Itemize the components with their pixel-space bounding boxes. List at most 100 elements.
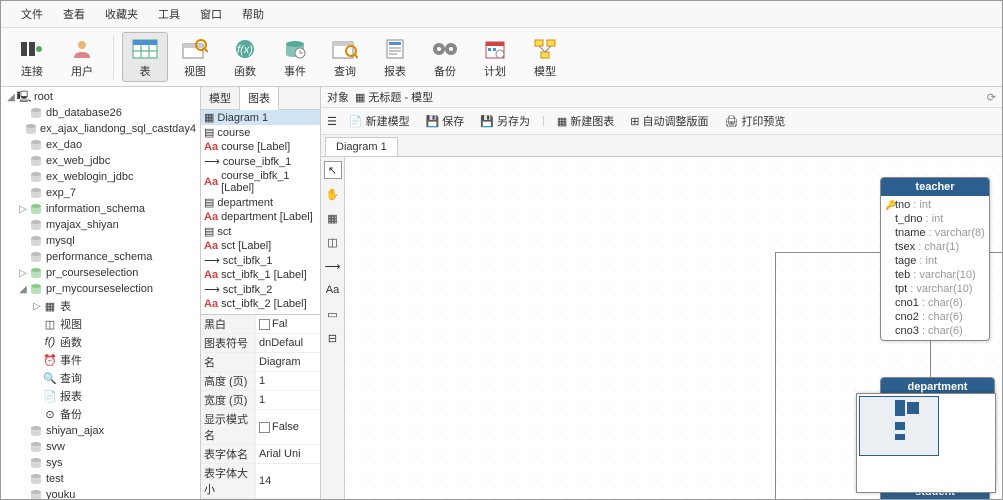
menu-tools[interactable]: 工具	[148, 3, 190, 25]
tree-db[interactable]: ex_ajax_liandong_sql_castday4	[3, 121, 198, 137]
calendar-icon	[481, 36, 509, 62]
query-icon	[331, 36, 359, 62]
object-item[interactable]: Aasct_ibfk_2 [Label]	[201, 297, 320, 311]
tab-model[interactable]: 模型	[201, 87, 240, 109]
db-tree[interactable]: ◢🖳root db_database26ex_ajax_liandong_sql…	[1, 87, 201, 499]
tb-connect[interactable]: 连接	[9, 32, 55, 82]
entity-field: tpt: varchar(10)	[881, 282, 989, 296]
tree-db[interactable]: ▷information_schema	[3, 201, 198, 217]
tb-func[interactable]: f(x) 函数	[222, 32, 268, 82]
btn-save[interactable]: 💾 保存	[422, 111, 469, 131]
menu-fav[interactable]: 收藏夹	[95, 3, 148, 25]
database-icon	[29, 234, 43, 248]
minimap[interactable]	[856, 393, 996, 493]
model-small-icon: ▦	[355, 91, 365, 104]
object-item[interactable]: Aasct_ibfk_1 [Label]	[201, 268, 320, 282]
tree-sub-query[interactable]: 🔍查询	[3, 369, 198, 387]
tree-db[interactable]: sys	[3, 455, 198, 471]
database-icon	[29, 154, 43, 168]
tool-label[interactable]: Aa	[324, 281, 342, 299]
tree-db[interactable]: svw	[3, 439, 198, 455]
btn-printprev[interactable]: 🖨 打印预览	[720, 111, 789, 131]
object-item[interactable]: ⟶sct_ibfk_2	[201, 282, 320, 297]
tree-db[interactable]: ex_web_jdbc	[3, 153, 198, 169]
tree-db[interactable]: mysql	[3, 233, 198, 249]
object-item[interactable]: ⟶course_ibfk_1	[201, 154, 320, 169]
tree-root[interactable]: ◢🖳root	[3, 89, 198, 105]
tb-query[interactable]: 查询	[322, 32, 368, 82]
tree-sub-report[interactable]: 📄报表	[3, 387, 198, 405]
object-item[interactable]: ▤course	[201, 125, 320, 140]
database-icon	[29, 424, 43, 438]
object-item[interactable]: ⟶sct_ibfk_1	[201, 253, 320, 268]
diagram-tab[interactable]: Diagram 1	[325, 137, 398, 156]
tool-table[interactable]: ▦	[324, 209, 342, 227]
tool-image[interactable]: ⊟	[324, 329, 342, 347]
tab-untitled[interactable]: ▦ 无标题 - 模型	[355, 89, 433, 105]
btn-new-table[interactable]: ▦ 新建图表	[553, 111, 618, 131]
tree-db[interactable]: ex_dao	[3, 137, 198, 153]
tool-relation[interactable]: ⟶	[324, 257, 342, 275]
entity-header: teacher	[881, 178, 989, 196]
tree-sub-view[interactable]: ◫视图	[3, 315, 198, 333]
object-item[interactable]: ▤sct	[201, 224, 320, 239]
svg-text:f(x): f(x)	[237, 44, 253, 56]
refresh-icon[interactable]: ⟳	[987, 91, 996, 104]
tb-backup[interactable]: 备份	[422, 32, 468, 82]
object-item[interactable]: Aasct [Label]	[201, 239, 320, 253]
entity-field: tsex: char(1)	[881, 240, 989, 254]
plug-icon	[18, 36, 46, 62]
tool-note[interactable]: ▭	[324, 305, 342, 323]
tree-db[interactable]: db_database26	[3, 105, 198, 121]
tree-db[interactable]: ▷pr_courseselection	[3, 265, 198, 281]
property-grid[interactable]: 黑白Fal 图表符号dnDefaul 名Diagram 高度 (页)1 宽度 (…	[201, 314, 320, 499]
btn-autolayout[interactable]: ⊞ 自动调整版面	[626, 111, 712, 131]
tree-db[interactable]: shiyan_ajax	[3, 423, 198, 439]
database-icon	[25, 122, 37, 136]
database-icon	[29, 106, 43, 120]
database-icon	[29, 472, 43, 486]
object-list[interactable]: ▦Diagram 1▤courseAacourse [Label]⟶course…	[201, 110, 320, 314]
menu-icon[interactable]: ☰	[327, 115, 337, 128]
object-item[interactable]: ▦Diagram 1	[201, 110, 320, 125]
tool-view[interactable]: ◫	[324, 233, 342, 251]
object-item[interactable]: Aacourse_ibfk_1 [Label]	[201, 169, 320, 195]
tb-user[interactable]: 用户	[59, 32, 105, 82]
object-item[interactable]: ▤department	[201, 195, 320, 210]
entity-field: tname: varchar(8)	[881, 226, 989, 240]
btn-new-model[interactable]: 📄 新建模型	[345, 111, 414, 131]
menu-window[interactable]: 窗口	[190, 3, 232, 25]
tab-objects[interactable]: 对象	[327, 89, 349, 105]
menu-help[interactable]: 帮助	[232, 3, 274, 25]
entity-teacher[interactable]: teacher 🔑tno: intt_dno: inttname: varcha…	[880, 177, 990, 341]
database-icon	[29, 218, 43, 232]
menu-view[interactable]: 查看	[53, 3, 95, 25]
user-icon	[68, 36, 96, 62]
tb-table[interactable]: 表	[122, 32, 168, 82]
database-icon	[29, 250, 43, 264]
tree-db[interactable]: exp_7	[3, 185, 198, 201]
tree-db[interactable]: myajax_shiyan	[3, 217, 198, 233]
tool-pointer[interactable]: ↖	[324, 161, 342, 179]
tree-db[interactable]: youku	[3, 487, 198, 499]
tb-view[interactable]: 视图	[172, 32, 218, 82]
tb-event[interactable]: 事件	[272, 32, 318, 82]
entity-field: tage: int	[881, 254, 989, 268]
tb-plan[interactable]: 计划	[472, 32, 518, 82]
tree-sub-table[interactable]: ▷▦表	[3, 297, 198, 315]
tab-chart[interactable]: 图表	[240, 87, 279, 110]
btn-saveas[interactable]: 💾 另存为	[476, 111, 534, 131]
object-item[interactable]: Aadepartment [Label]	[201, 210, 320, 224]
tree-db[interactable]: test	[3, 471, 198, 487]
tb-report[interactable]: 报表	[372, 32, 418, 82]
tree-db[interactable]: performance_schema	[3, 249, 198, 265]
object-item[interactable]: Aacourse [Label]	[201, 140, 320, 154]
tree-sub-func[interactable]: f()函数	[3, 333, 198, 351]
tree-sub-backup[interactable]: ⊙备份	[3, 405, 198, 423]
menu-file[interactable]: 文件	[11, 3, 53, 25]
tree-db[interactable]: ◢pr_mycourseselection	[3, 281, 198, 297]
tree-sub-event[interactable]: ⏰事件	[3, 351, 198, 369]
tree-db[interactable]: ex_weblogin_jdbc	[3, 169, 198, 185]
tb-model[interactable]: 模型	[522, 32, 568, 82]
tool-hand[interactable]: ✋	[324, 185, 342, 203]
